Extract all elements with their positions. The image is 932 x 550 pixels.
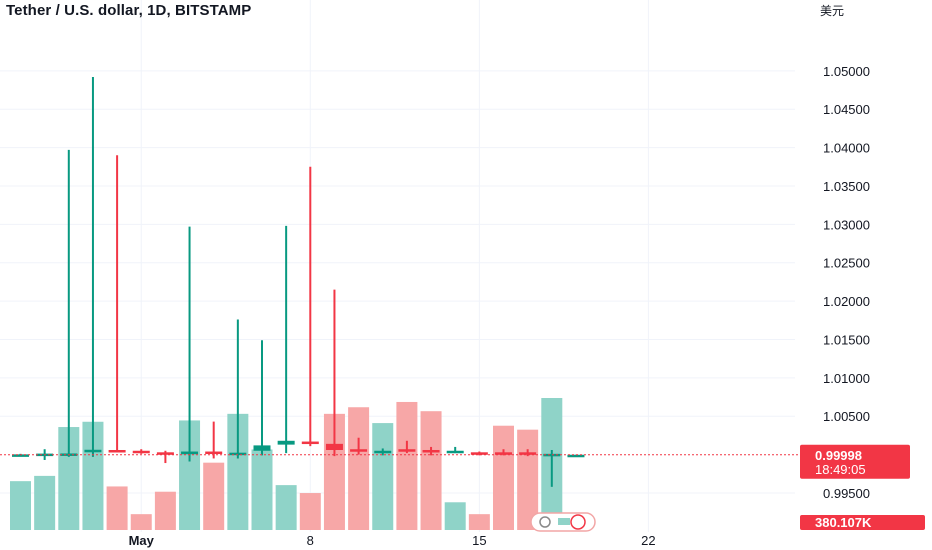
candle-body-9 (229, 452, 247, 456)
candle-body-18 (446, 450, 464, 454)
tradingview-logo[interactable] (530, 512, 596, 532)
volume-bar-15 (372, 423, 394, 530)
candles (12, 77, 585, 487)
price-tick-label-4: 1.03000 (823, 217, 870, 232)
volume-bar-1 (34, 475, 56, 530)
candle-body-14 (350, 449, 368, 452)
candle-body-17 (422, 449, 440, 453)
volume-bar-4 (106, 486, 128, 530)
volume-bar-8 (203, 462, 225, 530)
candle-body-21 (519, 452, 537, 455)
price-tick-label-8: 1.01000 (823, 371, 870, 386)
volume-bar-20 (493, 425, 514, 530)
time-tick-label-3: 22 (641, 533, 655, 548)
volume-badge (800, 515, 925, 530)
time-tick-label-1: 8 (307, 533, 314, 548)
logo-icon (539, 516, 551, 528)
countdown-label: 18:49:05 (815, 462, 866, 477)
candle-body-0 (12, 454, 29, 457)
price-tick-label-0: 1.05000 (823, 64, 870, 79)
candle-body-10 (253, 445, 271, 451)
price-tick-label-9: 1.00500 (823, 409, 870, 424)
volume-bar-12 (299, 493, 321, 530)
volume-bar-13 (323, 413, 345, 530)
logo-ring (570, 514, 586, 530)
volume-bar-0 (10, 481, 31, 530)
last-price-badge (800, 444, 910, 479)
candle-body-5 (132, 450, 150, 454)
volume-bar-3 (82, 421, 104, 530)
volume-bar-16 (396, 401, 418, 530)
volume-bar-11 (275, 485, 297, 530)
candle-body-11 (277, 440, 295, 445)
volume-bar-5 (130, 514, 152, 530)
candle-body-4 (108, 449, 126, 453)
candle-body-16 (398, 449, 416, 452)
time-tick-label-2: 15 (472, 533, 486, 548)
candle-body-8 (205, 451, 223, 455)
price-tick-label-3: 1.03500 (823, 179, 870, 194)
candle-body-3 (84, 449, 102, 453)
volume-bar-9 (227, 413, 249, 530)
volume-bar-2 (58, 427, 80, 530)
volume-bar-14 (348, 407, 370, 530)
candle-body-22 (543, 453, 561, 457)
volume-bar-7 (179, 420, 201, 530)
volume-bar-10 (251, 449, 273, 530)
candle-body-20 (495, 452, 512, 455)
candle-body-19 (470, 452, 488, 455)
logo-mark (558, 518, 570, 525)
time-tick-label-0: May (129, 533, 155, 548)
candle-body-13 (325, 443, 343, 450)
price-tick-label-5: 1.02500 (823, 256, 870, 271)
volume-bar-17 (420, 411, 442, 530)
currency-label: 美元 (820, 4, 845, 18)
price-tick-label-2: 1.04000 (823, 141, 870, 156)
candle-body-6 (156, 452, 174, 455)
volume-bar-19 (468, 514, 490, 530)
price-tick-label-7: 1.01500 (823, 332, 870, 347)
time-axis[interactable]: May 8 15 22 (129, 533, 656, 548)
candle-body-15 (374, 450, 392, 454)
volume-value-label: 380.107K (815, 515, 872, 530)
price-tick-label-1: 1.04500 (823, 102, 870, 117)
price-tick-label-10: 0.99500 (823, 486, 870, 501)
candle-body-23 (567, 454, 585, 458)
volume-bar-18 (444, 502, 466, 530)
price-tick-label-6: 1.02000 (823, 294, 870, 309)
candle-body-7 (181, 451, 199, 455)
price-axis[interactable]: 1.05000 1.04500 1.04000 1.03500 1.03000 1.025… (823, 64, 870, 501)
candle-body-12 (301, 441, 319, 445)
last-price-label: 0.99998 (815, 448, 862, 463)
chart-title: Tether / U.S. dollar, 1D, BITSTAMP (6, 2, 252, 19)
volume-bar-6 (154, 491, 176, 530)
